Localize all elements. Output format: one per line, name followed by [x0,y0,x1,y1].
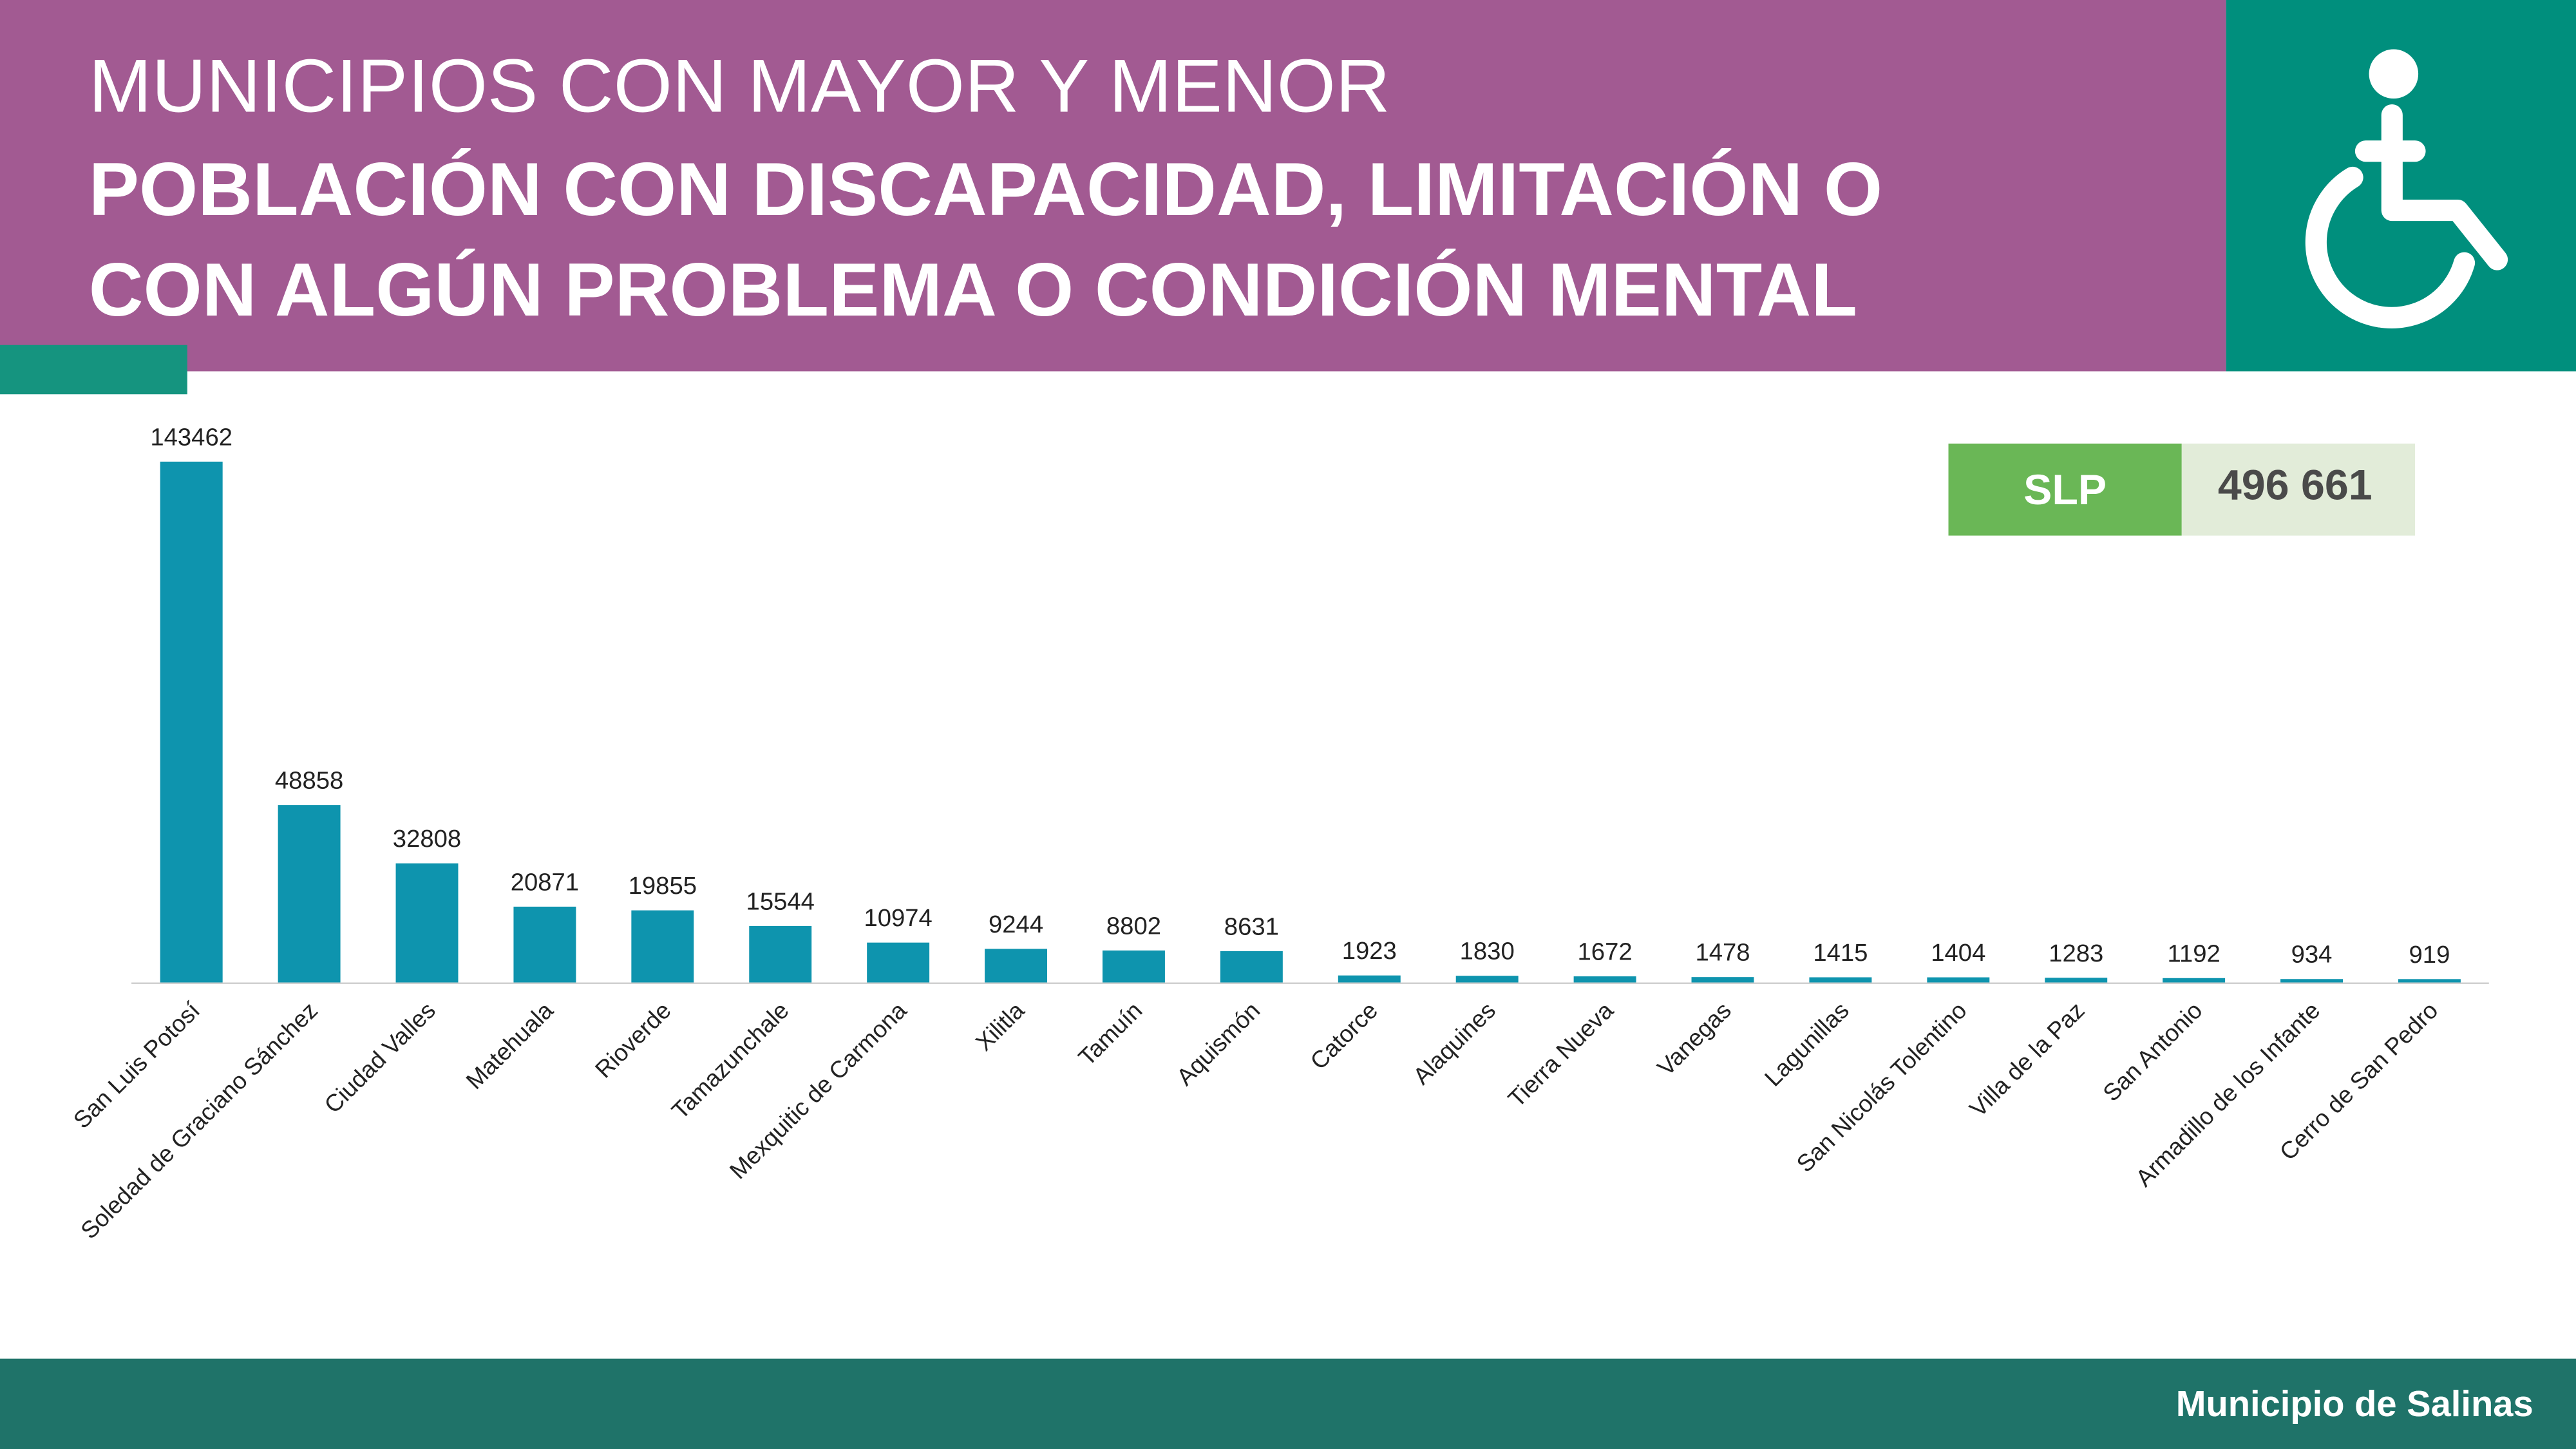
bar [1220,951,1283,983]
bar [1338,975,1401,983]
summary-label-box [1948,443,2182,536]
category-label: Xilitla [971,997,1030,1056]
value-label: 1404 [1931,939,1985,967]
category-label: Lagunillas [1759,997,1854,1092]
value-label: 20871 [511,868,579,896]
icon-head [2369,49,2419,99]
value-label: 919 [2409,941,2450,969]
bar [395,863,459,983]
bar [749,925,812,983]
subtitle-line: POBLACIÓN CON DISCAPACIDAD, LIMITACIÓN O [89,147,1882,231]
category-label: San Luis Potosí [68,997,205,1134]
category-label: Tamuín [1074,997,1148,1071]
category-label: Villa de la Paz [1965,997,2090,1122]
category-label: Soledad de Graciano Sánchez [75,997,323,1244]
value-label: 143462 [150,423,232,451]
summary-value: 496 661 [2218,462,2372,509]
value-label: 48858 [275,767,343,795]
bar [1809,977,1872,983]
bar [1455,976,1519,983]
bar [1573,976,1636,983]
category-label: Alaquines [1408,997,1501,1090]
value-label: 8631 [1224,913,1279,940]
bar [2163,978,2226,983]
category-label: Ciudad Valles [319,997,440,1118]
value-label: 19855 [629,872,697,900]
bar [1102,950,1165,983]
value-label: 1923 [1342,937,1397,965]
plot: 143462 San Luis Potosí 48858 Soledad de Gra… [68,423,2461,1244]
accent-bar [0,345,187,395]
value-label: 15544 [746,887,815,915]
value-label: 1478 [1695,939,1750,967]
bar [278,805,341,983]
bar [1691,977,1754,983]
bar [631,910,694,983]
category-label: San Antonio [2098,997,2208,1106]
summary-label: SLP [2023,466,2107,514]
footer-text: Municipio de Salinas [2176,1383,2533,1424]
bar [2045,978,2108,983]
summary-value-box [2181,443,2415,536]
value-label: 8802 [1106,912,1161,940]
value-label: 1192 [2167,940,2220,967]
footer-band [0,1358,2576,1449]
value-label: 1672 [1578,938,1633,966]
bar [160,461,223,983]
value-label: 1415 [1813,939,1868,967]
subtitle-line: CON ALGÚN PROBLEMA O CONDICIÓN MENTAL [89,247,1857,332]
category-label: Tamazunchale [667,997,794,1124]
value-label: 1830 [1460,938,1515,965]
category-label: Catorce [1305,997,1383,1075]
category-label: Aquismón [1171,997,1265,1090]
wheelchair-icon [2305,104,2508,328]
title: MUNICIPIOS CON MAYOR Y MENOR [89,43,1390,128]
category-label: Rioverde [590,997,676,1083]
category-label: Vanegas [1653,997,1736,1081]
category-label: Tierra Nueva [1503,997,1618,1112]
bar [2280,979,2344,983]
value-label: 32808 [393,825,461,853]
value-label: 10974 [864,904,932,932]
header-band [0,0,2226,372]
value-label: 9244 [989,911,1043,938]
bar [985,949,1048,983]
bar [1927,977,1990,983]
value-label: 934 [2291,941,2333,969]
bar [867,942,930,983]
bar [2398,979,2461,983]
category-label: Matehuala [461,997,558,1094]
bar [513,906,576,983]
value-label: 1283 [2049,940,2103,967]
